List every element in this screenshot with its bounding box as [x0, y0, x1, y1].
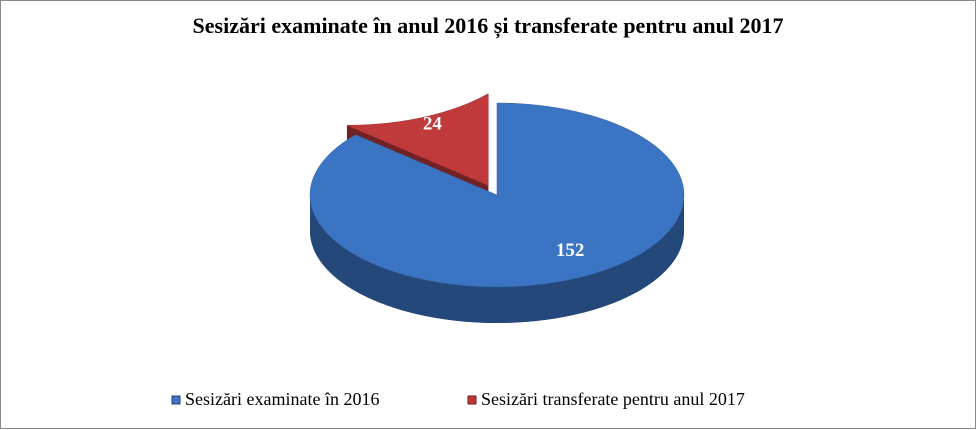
data-label: 152: [556, 240, 585, 261]
legend: Sesizări examinate în 2016 Sesizări trans…: [171, 389, 745, 409]
legend-swatch: [171, 395, 181, 405]
legend-label: Sesizări transferate pentru anul 2017: [481, 389, 745, 409]
slice-top: [346, 93, 489, 186]
pie-slice: 152: [309, 102, 685, 324]
legend-label: Sesizări examinate în 2016: [185, 389, 379, 409]
slice-top: [309, 102, 685, 288]
pie: 24 152: [309, 93, 685, 324]
slice-side: [310, 195, 684, 323]
chart-title: Sesizări examinate în anul 2016 și trans…: [193, 13, 784, 39]
data-label: 24: [423, 114, 443, 135]
legend-swatch: [467, 395, 477, 405]
